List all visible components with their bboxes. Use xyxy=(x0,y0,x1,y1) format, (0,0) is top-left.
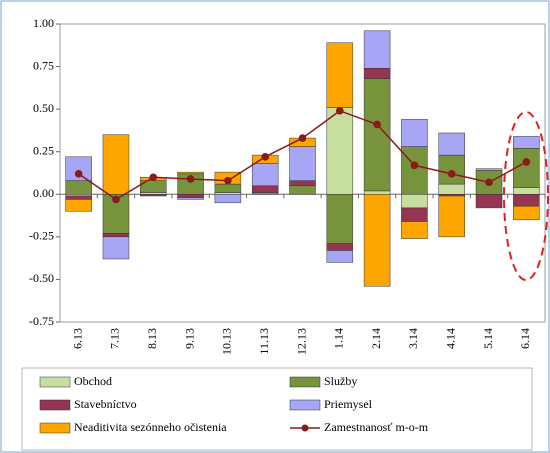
bar-segment xyxy=(513,136,540,149)
legend-label: Stavebníctvo xyxy=(74,397,137,411)
bar-segment xyxy=(251,192,279,195)
bar-segment xyxy=(214,183,242,193)
bar-segment xyxy=(65,180,92,195)
bar-segment xyxy=(475,168,503,171)
plot-area xyxy=(59,23,546,323)
bar-segment xyxy=(401,221,428,239)
bar-segment xyxy=(401,194,428,209)
x-tick-label: 3.14 xyxy=(406,328,420,349)
line-point xyxy=(149,173,158,182)
y-tick-label: 0.25 xyxy=(33,143,54,157)
highlight-ellipse xyxy=(503,111,549,281)
line-point xyxy=(447,170,456,178)
legend-swatch xyxy=(39,376,71,388)
bar-segment xyxy=(438,194,465,197)
bar-segment xyxy=(289,185,316,195)
legend-label: Priemysel xyxy=(324,397,373,411)
line-point xyxy=(112,195,120,204)
x-tick-label: 8.13 xyxy=(145,328,159,349)
line-point xyxy=(336,107,344,115)
bar-segment xyxy=(326,42,354,108)
bar-segment xyxy=(289,180,316,187)
line-point xyxy=(298,134,307,142)
x-tick-label: 9.13 xyxy=(182,328,196,349)
line-point xyxy=(261,153,269,161)
bar-segment xyxy=(363,30,391,69)
bar-segment xyxy=(326,107,354,195)
bar-segment xyxy=(401,146,428,195)
bar-segment xyxy=(251,185,279,193)
line-point xyxy=(522,158,531,166)
bar-segment xyxy=(513,187,540,195)
bar-segment xyxy=(326,243,354,251)
bar-segment xyxy=(65,156,92,181)
bar-segment xyxy=(177,197,204,200)
bar-segment xyxy=(513,194,540,207)
y-tick-label: -0.50 xyxy=(29,271,54,285)
bar-segment xyxy=(363,68,391,79)
legend-box xyxy=(21,367,533,451)
legend-marker xyxy=(301,424,309,432)
bar-segment xyxy=(65,195,92,200)
x-tick-label: 7.13 xyxy=(108,328,122,349)
bar-segment xyxy=(513,205,540,221)
legend-label: Služby xyxy=(324,374,357,388)
bar-segment xyxy=(513,148,540,188)
x-tick-label: 10.13 xyxy=(220,328,234,355)
x-tick-label: 2.14 xyxy=(369,328,383,349)
bar-segment xyxy=(326,194,354,244)
bar-segment xyxy=(140,194,167,197)
bar-segment xyxy=(65,199,92,212)
bar-segment xyxy=(214,194,242,204)
bar-segment xyxy=(177,171,204,175)
bar-segment xyxy=(363,190,391,195)
legend-label: Zamestnanosť m-o-m xyxy=(324,420,429,434)
line-point xyxy=(485,178,493,187)
bar-segment xyxy=(289,146,316,181)
y-tick-label: -0.25 xyxy=(29,229,54,243)
bar-segment xyxy=(438,132,465,156)
line-point xyxy=(410,161,419,170)
bar-segment xyxy=(475,194,503,209)
x-tick-label: 1.14 xyxy=(332,328,346,349)
y-tick-label: 0.00 xyxy=(33,186,54,200)
y-tick-label: 0.75 xyxy=(33,58,54,72)
bar-segment xyxy=(102,233,130,238)
x-tick-label: 6.13 xyxy=(70,328,84,349)
bar-segment xyxy=(214,192,242,195)
y-tick-label: 1.00 xyxy=(33,16,54,30)
legend-swatch xyxy=(39,399,71,411)
bar-segment xyxy=(438,183,465,195)
y-tick-label: 0.50 xyxy=(33,101,54,115)
legend-label: Neaditivita sezónneho očistenia xyxy=(74,420,227,434)
legend-swatch xyxy=(39,422,71,434)
legend-label: Obchod xyxy=(74,374,112,388)
bar-segment xyxy=(326,250,354,263)
bar-segment xyxy=(363,194,391,287)
bar-segment xyxy=(438,154,465,185)
bar-segment xyxy=(102,236,130,260)
bar-segment xyxy=(401,207,428,222)
x-tick-label: 6.14 xyxy=(518,328,532,349)
x-tick-label: 12.13 xyxy=(294,328,308,355)
line-point xyxy=(186,175,195,183)
bar-segment xyxy=(401,119,428,147)
x-tick-label: 5.14 xyxy=(481,328,495,349)
line-point xyxy=(224,176,232,185)
x-tick-label: 4.14 xyxy=(443,328,457,349)
line-point xyxy=(373,120,381,129)
bar-segment xyxy=(438,195,465,238)
bar-segment xyxy=(177,194,204,198)
bar-segment xyxy=(140,192,167,195)
legend-swatch xyxy=(289,376,321,388)
line-point xyxy=(74,170,83,178)
x-tick-label: 11.13 xyxy=(257,328,271,355)
bar-segment xyxy=(65,194,92,197)
legend-swatch xyxy=(289,399,321,411)
y-tick-label: -0.75 xyxy=(29,314,54,328)
bar-segment xyxy=(251,163,279,187)
bar-segment xyxy=(102,134,130,195)
